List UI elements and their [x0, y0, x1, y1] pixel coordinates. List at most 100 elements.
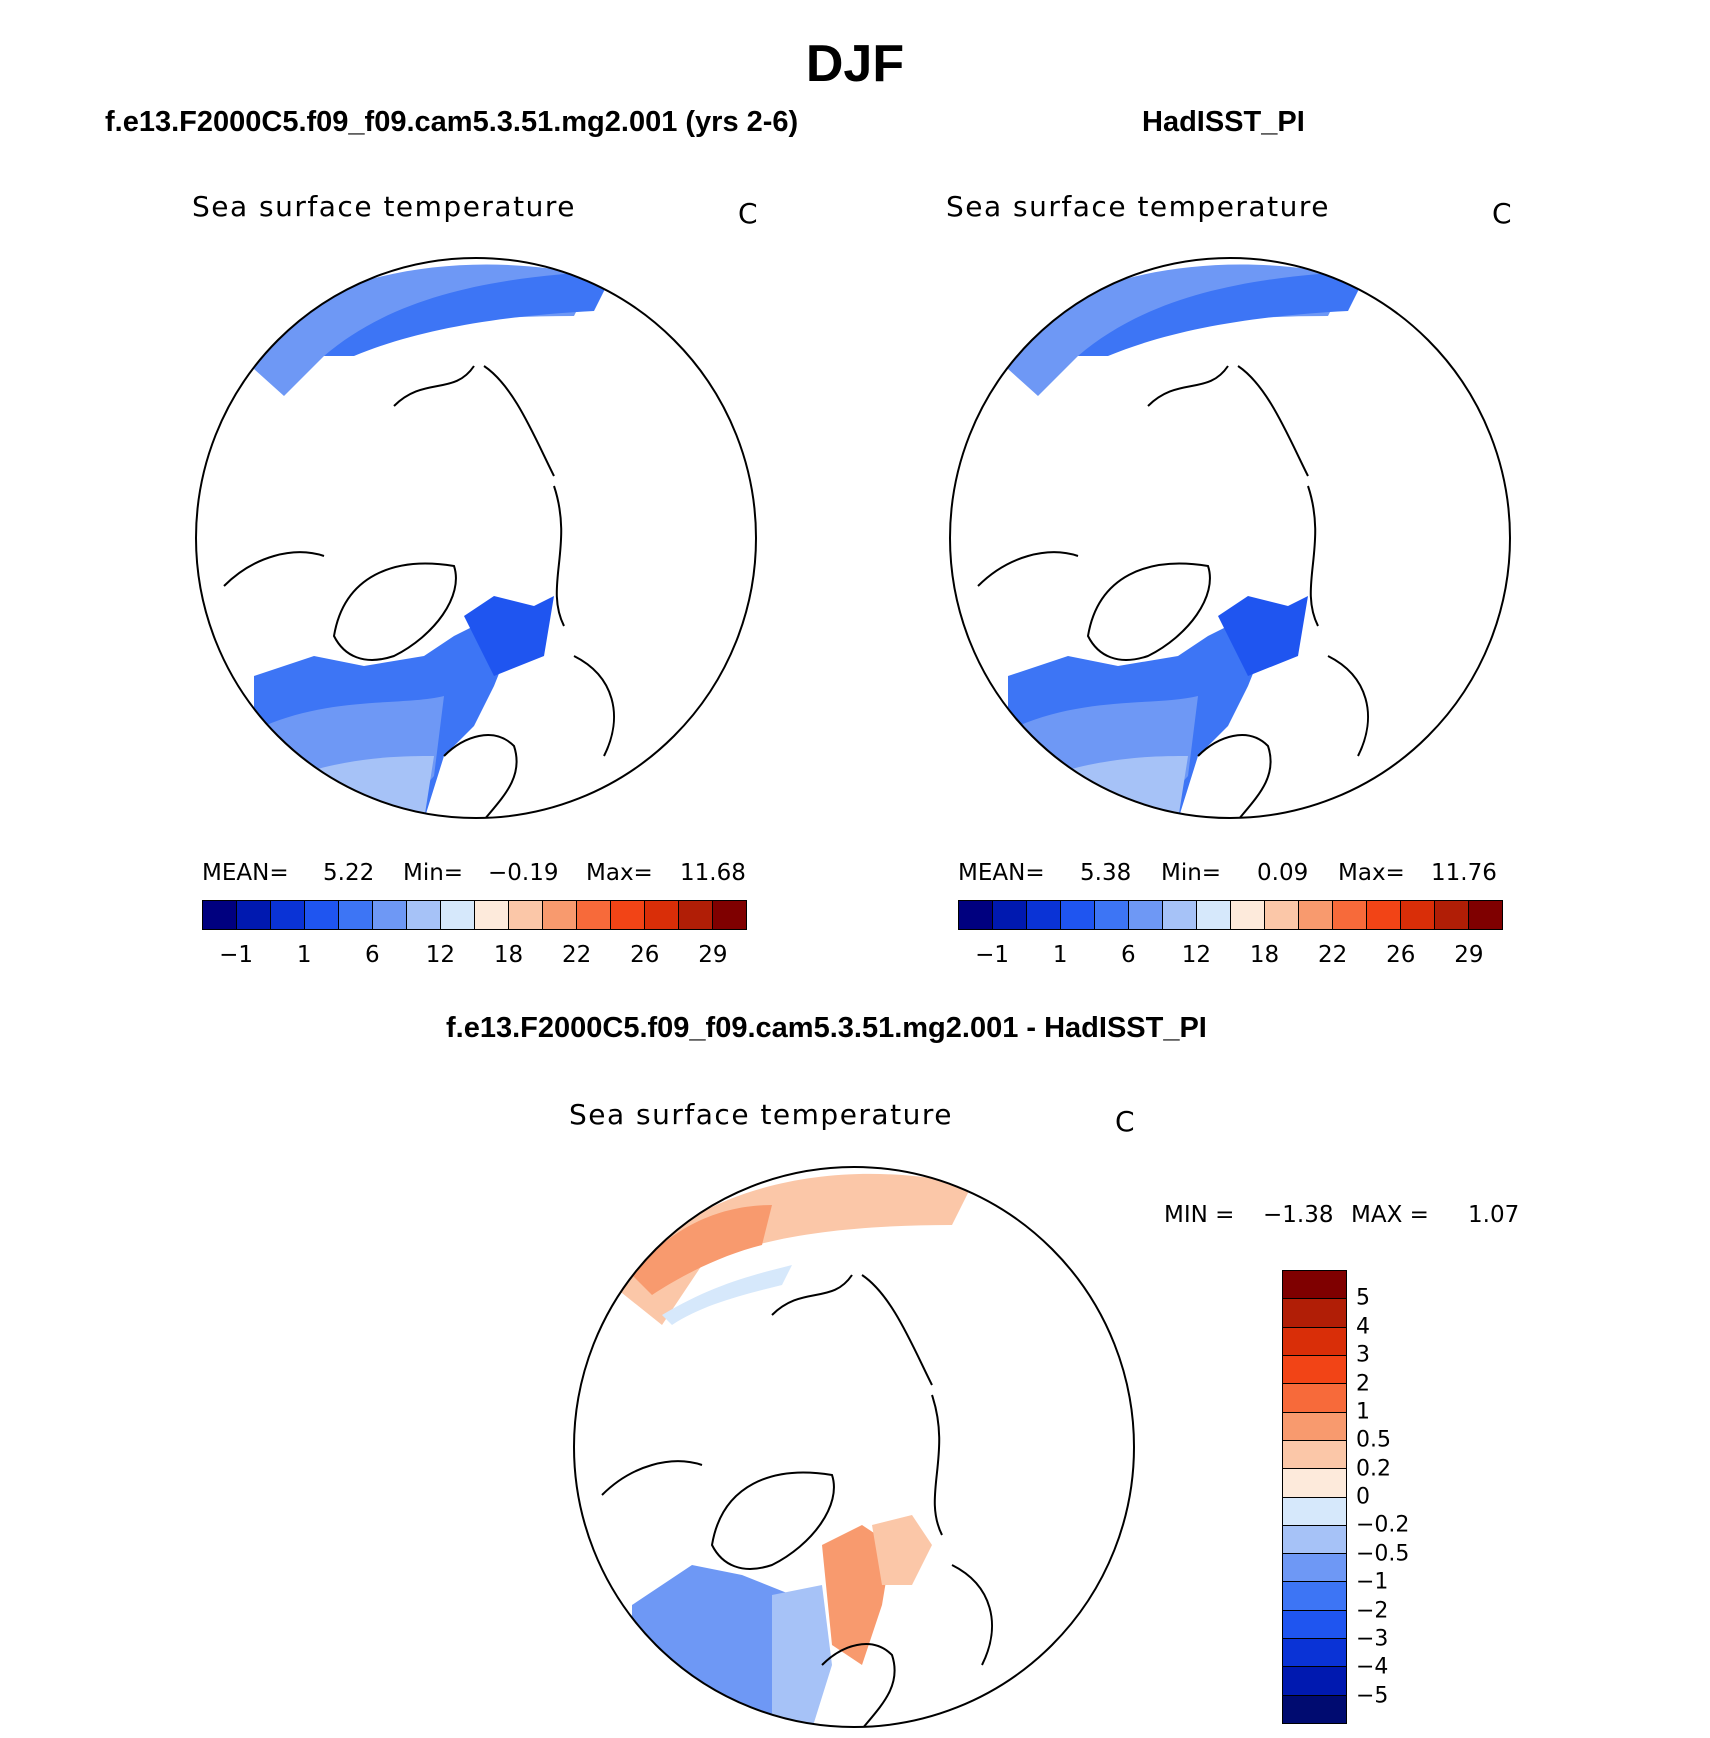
colorbar-swatch — [679, 901, 713, 929]
colorbar-swatch — [1265, 901, 1299, 929]
colorbar-swatch — [1299, 901, 1333, 929]
colorbar-tick-label: −3 — [1356, 1626, 1389, 1652]
map-panel-3 — [573, 1166, 1135, 1728]
panel-2-plot-title: Sea surface temperature — [946, 190, 1330, 223]
panel-3-plot-title: Sea surface temperature — [569, 1098, 953, 1131]
atlantic-cool — [772, 1585, 832, 1727]
colorbar-swatch — [509, 901, 543, 929]
panel-2-units: C — [1492, 197, 1514, 230]
colorbar-tick-label: 0.2 — [1356, 1456, 1391, 1482]
colorbar-tick-label: −5 — [1356, 1683, 1389, 1709]
colorbar-swatch — [1283, 1695, 1346, 1723]
colorbar-swatch — [373, 901, 407, 929]
colorbar-swatch — [339, 901, 373, 929]
coastline-europe — [443, 734, 518, 818]
panel-1-plot-title: Sea surface temperature — [192, 190, 576, 223]
colorbar-tick-label: −1 — [1356, 1569, 1389, 1595]
colorbar-tick-label: 6 — [364, 942, 380, 968]
colorbar-swatch — [1283, 1525, 1346, 1555]
colorbar-swatch — [237, 901, 271, 929]
greenland — [1086, 562, 1211, 661]
colorbar-swatch — [1283, 1667, 1346, 1696]
colorbar-tick-label: −0.2 — [1356, 1512, 1410, 1538]
panel-3-units: C — [1115, 1105, 1137, 1138]
colorbar-swatch — [1283, 1384, 1346, 1413]
map-panel-1 — [195, 257, 757, 819]
panel-2-min-value: 0.09 — [1257, 860, 1309, 886]
colorbar-swatch — [645, 901, 679, 929]
panel-1-max-label: Max= — [586, 860, 653, 886]
greenland — [710, 1471, 835, 1570]
coastline-arctic — [223, 365, 615, 757]
panel-1-units: C — [738, 197, 760, 230]
pacific-band-inner — [324, 271, 614, 356]
colorbar-swatch — [1027, 901, 1061, 929]
panel-2-min-label: Min= — [1161, 860, 1222, 886]
colorbar-swatch — [475, 901, 509, 929]
colorbar-swatch — [441, 901, 475, 929]
panel-3-colorbar — [1282, 1270, 1347, 1724]
panel-2-mean-value: 5.38 — [1080, 860, 1132, 886]
colorbar-swatch — [1283, 1497, 1346, 1526]
colorbar-swatch — [1283, 1639, 1346, 1668]
colorbar-swatch — [1283, 1469, 1346, 1498]
colorbar-tick-label: 29 — [1454, 942, 1484, 968]
pacific-band-inner — [1078, 271, 1368, 356]
colorbar-swatch — [1401, 901, 1435, 929]
colorbar-swatch — [1231, 901, 1265, 929]
panel-2-colorbar — [958, 900, 1503, 930]
panel-3-min-label: MIN = — [1164, 1202, 1235, 1228]
panel-1-colorbar — [202, 900, 747, 930]
colorbar-swatch — [1469, 901, 1502, 929]
figure-title: DJF — [805, 35, 905, 93]
panel-3-max-value: 1.07 — [1468, 1202, 1520, 1228]
colorbar-tick-label: 26 — [630, 942, 660, 968]
coastline-arctic — [977, 365, 1369, 757]
colorbar-swatch — [407, 901, 441, 929]
panel-1-colorbar-ticks: −1 1 6 12 18 22 26 29 — [202, 942, 747, 970]
colorbar-swatch — [1283, 1610, 1346, 1640]
colorbar-tick-label: 12 — [425, 942, 456, 968]
colorbar-tick-label: 18 — [1249, 942, 1280, 968]
colorbar-tick-label: −1 — [975, 942, 1010, 968]
panel-1-mean-value: 5.22 — [323, 860, 375, 886]
colorbar-swatch — [713, 901, 746, 929]
colorbar-tick-label: 0.5 — [1356, 1427, 1391, 1453]
colorbar-swatch — [1333, 901, 1367, 929]
colorbar-tick-label: 1 — [1356, 1399, 1370, 1425]
colorbar-tick-label: 3 — [1356, 1342, 1370, 1368]
colorbar-swatch — [1283, 1355, 1346, 1385]
colorbar-swatch — [1095, 901, 1129, 929]
colorbar-swatch — [1129, 901, 1163, 929]
colorbar-swatch — [1283, 1327, 1346, 1356]
panel-1-min-value: −0.19 — [488, 860, 559, 886]
norwegian-sea — [1218, 596, 1308, 676]
norwegian-warm — [822, 1525, 892, 1665]
colorbar-tick-label: −1 — [219, 942, 254, 968]
colorbar-swatch — [305, 901, 339, 929]
colorbar-tick-label: 1 — [296, 942, 312, 968]
colorbar-tick-label: 0 — [1356, 1484, 1370, 1510]
colorbar-swatch — [1283, 1299, 1346, 1328]
colorbar-tick-label: 22 — [1318, 942, 1348, 968]
colorbar-tick-label: 1 — [1052, 942, 1068, 968]
panel-2-max-value: 11.76 — [1431, 860, 1497, 886]
colorbar-swatch — [1197, 901, 1231, 929]
colorbar-tick-label: 6 — [1120, 942, 1136, 968]
colorbar-swatch — [1061, 901, 1095, 929]
colorbar-swatch — [1283, 1412, 1346, 1441]
barents-warm — [872, 1515, 932, 1585]
colorbar-tick-label: 26 — [1386, 942, 1416, 968]
colorbar-tick-label: −4 — [1356, 1654, 1389, 1680]
greenland — [332, 562, 457, 661]
colorbar-swatch — [1283, 1582, 1346, 1611]
panel-1-max-value: 11.68 — [680, 860, 746, 886]
colorbar-swatch — [271, 901, 305, 929]
panel-2-subtitle: HadISST_PI — [1142, 106, 1305, 138]
colorbar-swatch — [611, 901, 645, 929]
panel-1-mean-label: MEAN= — [202, 860, 289, 886]
panel-3-subtitle: f.e13.F2000C5.f09_f09.cam5.3.51.mg2.001 … — [446, 1012, 1207, 1044]
colorbar-tick-label: 29 — [698, 942, 728, 968]
map-panel-2 — [949, 257, 1511, 819]
colorbar-swatch — [1283, 1554, 1346, 1583]
